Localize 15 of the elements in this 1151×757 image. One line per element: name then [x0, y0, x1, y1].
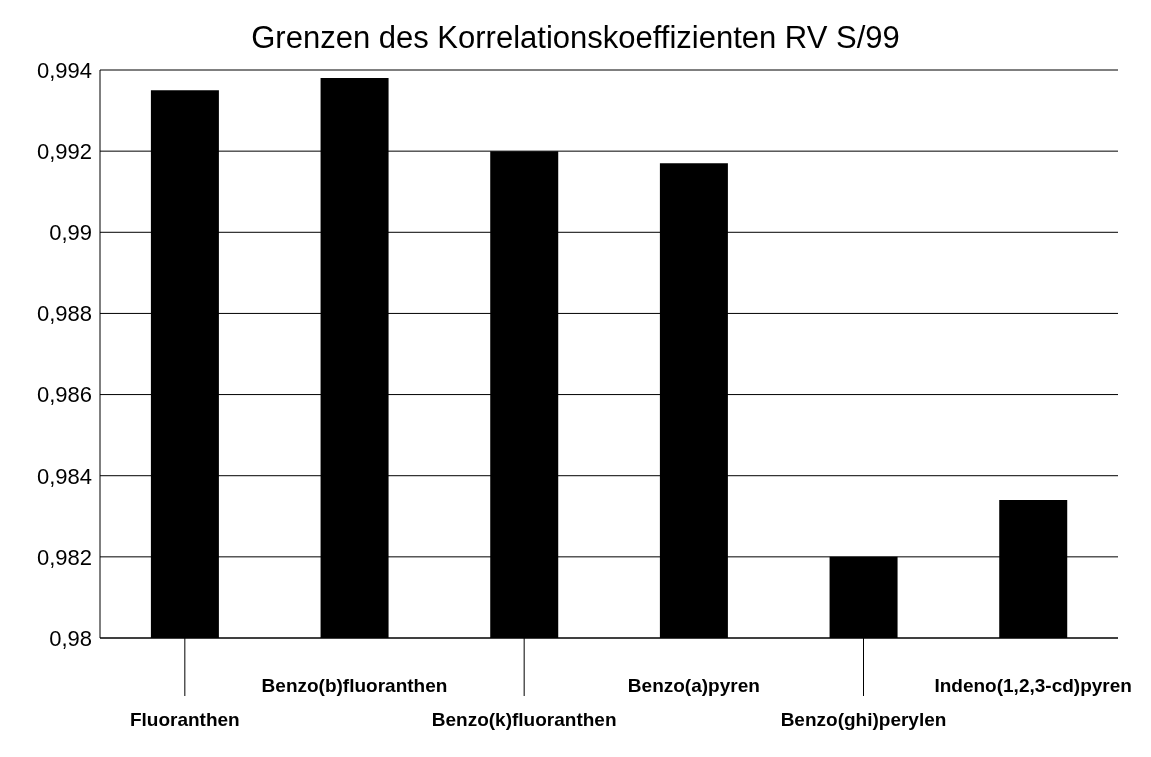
x-tick-label: Benzo(ghi)perylen [780, 709, 947, 730]
x-tick-label: Fluoranthen [129, 709, 240, 730]
y-tick-label: 0,982 [36, 544, 92, 570]
x-tick-label: Benzo(a)pyren [627, 675, 760, 696]
x-tick-label: Indeno(1,2,3-cd)pyren [934, 675, 1132, 696]
y-tick-label: 0,994 [36, 57, 92, 83]
chart-title: Grenzen des Korrelationskoeffizienten RV S/99 [250, 20, 901, 56]
y-tick-label: 0,984 [36, 463, 92, 489]
x-tick-label: Benzo(b)fluoranthen [261, 675, 448, 696]
y-tick-label: 0,986 [36, 382, 92, 408]
y-tick-label: 0,98 [49, 625, 92, 651]
x-tick-label: Benzo(k)fluoranthen [431, 709, 617, 730]
y-tick-label: 0,988 [36, 301, 92, 327]
y-tick-label: 0,992 [36, 138, 92, 164]
y-tick-label: 0,99 [49, 220, 92, 246]
